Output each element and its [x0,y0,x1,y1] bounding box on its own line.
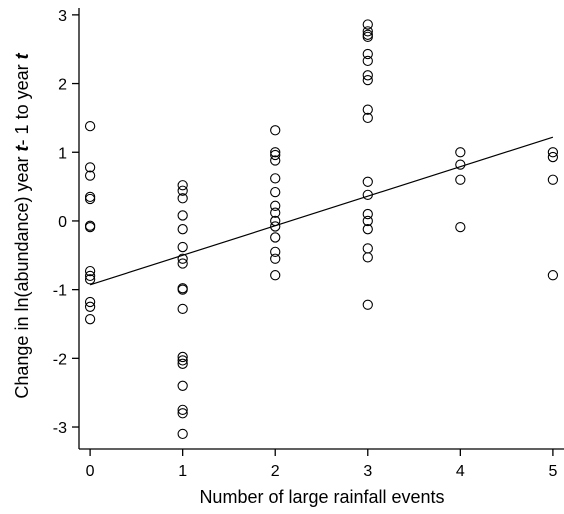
data-point [270,270,281,281]
data-point [362,55,373,67]
data-point [84,170,96,181]
y-tick-label: 2 [58,77,67,94]
data-point [270,207,281,218]
data-point [84,120,96,132]
data-point [362,74,373,86]
data-point [84,265,96,277]
data-point [84,162,96,173]
y-axis-title-part: t [12,52,32,59]
data-point [84,221,96,233]
x-ticks: 0 1 2 3 4 5 [86,449,557,480]
data-point [362,208,373,220]
data-point [270,147,281,158]
data-point [362,252,373,263]
data-point [547,174,559,185]
data-point [362,26,373,37]
x-tick-label: 3 [363,463,372,480]
data-point [177,210,188,221]
data-point [177,224,188,235]
data-point [84,296,96,308]
data-point [270,149,281,161]
data-point [362,243,373,254]
y-tick-label: -2 [53,351,67,368]
data-point [177,351,188,363]
data-point [455,174,466,185]
data-point [177,193,188,204]
x-tick-label: 4 [456,463,465,480]
data-point [270,173,281,184]
data-point [177,355,188,366]
data-point [177,404,188,415]
data-point [362,215,373,227]
data-point [362,224,373,235]
x-tick-label: 5 [548,463,557,480]
data-point [177,185,188,196]
data-point [270,186,281,198]
data-point [84,314,96,325]
y-tick-label: -3 [53,420,67,437]
data-point [177,380,188,391]
y-tick-label: -1 [53,283,67,300]
data-point [362,104,373,115]
data-point [362,48,373,60]
data-point [177,358,188,369]
data-point [362,19,373,30]
data-point [547,270,559,281]
data-point [270,155,281,166]
data-point [177,253,188,264]
data-point [270,253,281,264]
data-point [547,147,559,158]
data-point [362,299,373,310]
data-point [177,180,188,191]
data-point [270,246,281,258]
data-points [84,19,559,440]
y-tick-label: 1 [58,145,67,162]
data-point [362,112,373,124]
data-point [270,232,281,243]
data-point [84,270,96,282]
regression-line [89,136,554,286]
x-axis-title: Number of large rainfall events [199,487,444,507]
data-point [177,408,188,419]
data-point [362,31,373,43]
data-point [362,70,373,81]
data-point [455,221,466,233]
x-tick-label: 2 [271,463,280,480]
y-axis-title: Change in ln(abundance) year t- 1 to yea… [12,52,32,398]
data-point [177,258,188,269]
data-point [84,191,96,203]
x-tick-label: 1 [178,463,187,480]
y-tick-label: 3 [58,8,67,25]
data-point [270,221,281,232]
data-point [270,200,281,211]
y-ticks: -3 -2 -1 0 1 2 3 [53,8,79,437]
data-point [362,176,373,187]
data-point [177,241,188,253]
x-tick-label: 0 [86,463,95,480]
data-point [177,284,188,295]
y-axis-title-part: Change in ln(abundance) year [12,151,32,398]
data-point [177,303,188,315]
y-axis-title-part: - 1 to year [12,59,32,145]
y-tick-label: 0 [58,214,67,231]
data-point [547,151,559,163]
data-point [455,147,466,158]
y-axis-title-part: t [12,144,32,151]
data-point [84,301,96,312]
data-point [177,428,188,440]
data-point [84,274,96,285]
data-point [270,125,281,136]
data-point [84,193,96,205]
plot-frame [78,8,564,450]
